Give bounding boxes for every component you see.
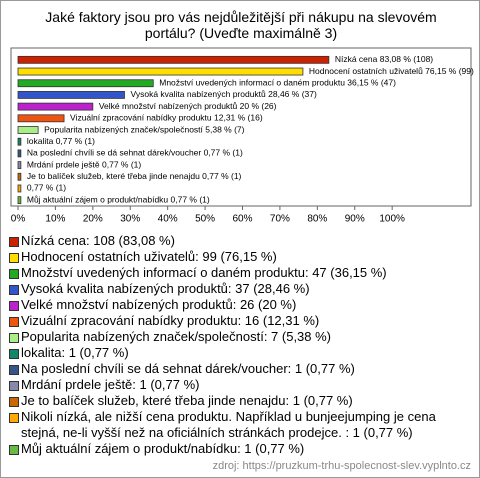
bar-label: Nízká cena 83,08 % (108) — [335, 54, 433, 64]
bar — [17, 114, 65, 123]
bar-label: Je to balíček služeb, které třeba jinde … — [27, 171, 242, 181]
legend-label: Je to balíček služeb, které třeba jinde … — [21, 393, 353, 408]
bar-label: Mrdání prdele ještě 0,77 % (1) — [27, 159, 142, 169]
x-tick-label: 0% — [11, 214, 26, 225]
legend-label: Mrdání prdele ještě: 1 (0,77 %) — [21, 377, 200, 392]
x-tick-label: 70% — [270, 214, 290, 225]
chart: Jaké faktory jsou pro vás nejdůležitější… — [10, 9, 474, 225]
bar-label: 0,77 % (1) — [27, 183, 66, 193]
legend-label: Popularita nabízených značek/společností… — [21, 329, 332, 344]
legend: Nízká cena: 108 (83,08 %) Hodnocení ostat… — [9, 233, 471, 457]
legend-item: Vizuální zpracování nabídky produktu: 16… — [9, 313, 471, 329]
legend-label: Vizuální zpracování nabídky produktu: 16… — [21, 313, 320, 328]
legend-label: Na poslední chvíli se dá sehnat dárek/vo… — [21, 361, 355, 376]
bar — [17, 184, 22, 193]
legend-item: Množství uvedených informací o daném pro… — [9, 265, 471, 281]
legend-swatch — [9, 269, 19, 279]
x-tick-label: 40% — [158, 214, 178, 225]
legend-item: Nízká cena: 108 (83,08 %) — [9, 233, 471, 249]
legend-swatch — [9, 333, 19, 343]
bar-label: lokalita 0,77 % (1) — [27, 136, 95, 146]
legend-item: Nikoli nízká, ale nižší cena produktu. N… — [9, 409, 471, 441]
legend-item: Popularita nabízených značek/společností… — [9, 329, 471, 345]
bar-label: Velké množství nabízených produktů 20 % … — [99, 101, 277, 111]
title-box: Jaké faktory jsou pro vás nejdůležitější… — [45, 9, 437, 41]
x-tick-label: 50% — [195, 214, 215, 225]
bar-label: Hodnocení ostatních uživatelů 76,15 % (9… — [309, 66, 474, 76]
bar — [17, 137, 22, 146]
legend-label: Množství uvedených informací o daném pro… — [21, 265, 387, 280]
legend-swatch — [9, 285, 19, 295]
bar — [17, 55, 330, 64]
bar-label: Vysoká kvalita nabízených produktů 28,46… — [130, 89, 316, 99]
legend-item: Vysoká kvalita nabízených produktů: 37 (… — [9, 281, 471, 297]
legend-label: Velké množství nabízených produktů: 26 (… — [21, 297, 297, 312]
legend-label: Nikoli nízká, ale nižší cena produktu. N… — [21, 409, 436, 440]
legend-item: Hodnocení ostatních uživatelů: 99 (76,15… — [9, 249, 471, 265]
plot-frame — [10, 47, 472, 207]
bar — [17, 149, 22, 158]
bar — [17, 67, 304, 76]
legend-item: Na poslední chvíli se dá sehnat dárek/vo… — [9, 361, 471, 377]
legend-label: Vysoká kvalita nabízených produktů: 37 (… — [21, 281, 310, 296]
x-tick-label: 100% — [379, 214, 405, 225]
legend-label: lokalita: 1 (0,77 %) — [21, 345, 129, 360]
legend-item: lokalita: 1 (0,77 %) — [9, 345, 471, 361]
bar-label: Vizuální zpracování nabídky produktu 12,… — [70, 113, 263, 123]
legend-swatch — [9, 253, 19, 263]
legend-swatch — [9, 413, 19, 423]
legend-item: Je to balíček služeb, které třeba jinde … — [9, 393, 471, 409]
bar — [17, 196, 22, 205]
bar-label: Množství uvedených informací o daném pro… — [159, 77, 396, 87]
bar — [17, 102, 94, 111]
legend-label: Nízká cena: 108 (83,08 %) — [21, 233, 175, 248]
chart-title: Jaké faktory jsou pro vás nejdůležitější… — [45, 9, 437, 41]
x-tick-label: 60% — [232, 214, 252, 225]
bar — [17, 161, 22, 169]
bar — [17, 91, 125, 99]
legend-swatch — [9, 397, 19, 407]
source: zdroj: https://pruzkum-trhu-spolecnost-s… — [212, 460, 471, 472]
legend-item: Můj aktuální zájem o produkt/nabídku: 1 … — [9, 441, 471, 457]
legend-label: Hodnocení ostatních uživatelů: 99 (76,15… — [21, 249, 277, 264]
bar — [17, 126, 39, 134]
legend-swatch — [9, 349, 19, 359]
legend-swatch — [9, 445, 19, 455]
bar — [17, 172, 22, 181]
legend-swatch — [9, 237, 19, 247]
legend-swatch — [9, 301, 19, 311]
legend-swatch — [9, 381, 19, 391]
x-tick-label: 10% — [45, 214, 65, 225]
bar-label: Můj aktuální zájem o produkt/nabídku 0,7… — [27, 194, 210, 204]
bar-label: Popularita nabízených značek/společností… — [44, 124, 245, 134]
x-tick-label: 30% — [120, 214, 140, 225]
x-tick-label: 80% — [307, 214, 327, 225]
bar — [17, 79, 154, 88]
bar-label: Na poslední chvíli se dá sehnat dárek/vo… — [27, 148, 243, 158]
legend-swatch — [9, 317, 19, 327]
legend-item: Mrdání prdele ještě: 1 (0,77 %) — [9, 377, 471, 393]
x-tick-label: 90% — [345, 214, 365, 225]
legend-swatch — [9, 365, 19, 375]
x-tick-label: 20% — [83, 214, 103, 225]
legend-item: Velké množství nabízených produktů: 26 (… — [9, 297, 471, 313]
legend-label: Můj aktuální zájem o produkt/nabídku: 1 … — [21, 441, 305, 456]
